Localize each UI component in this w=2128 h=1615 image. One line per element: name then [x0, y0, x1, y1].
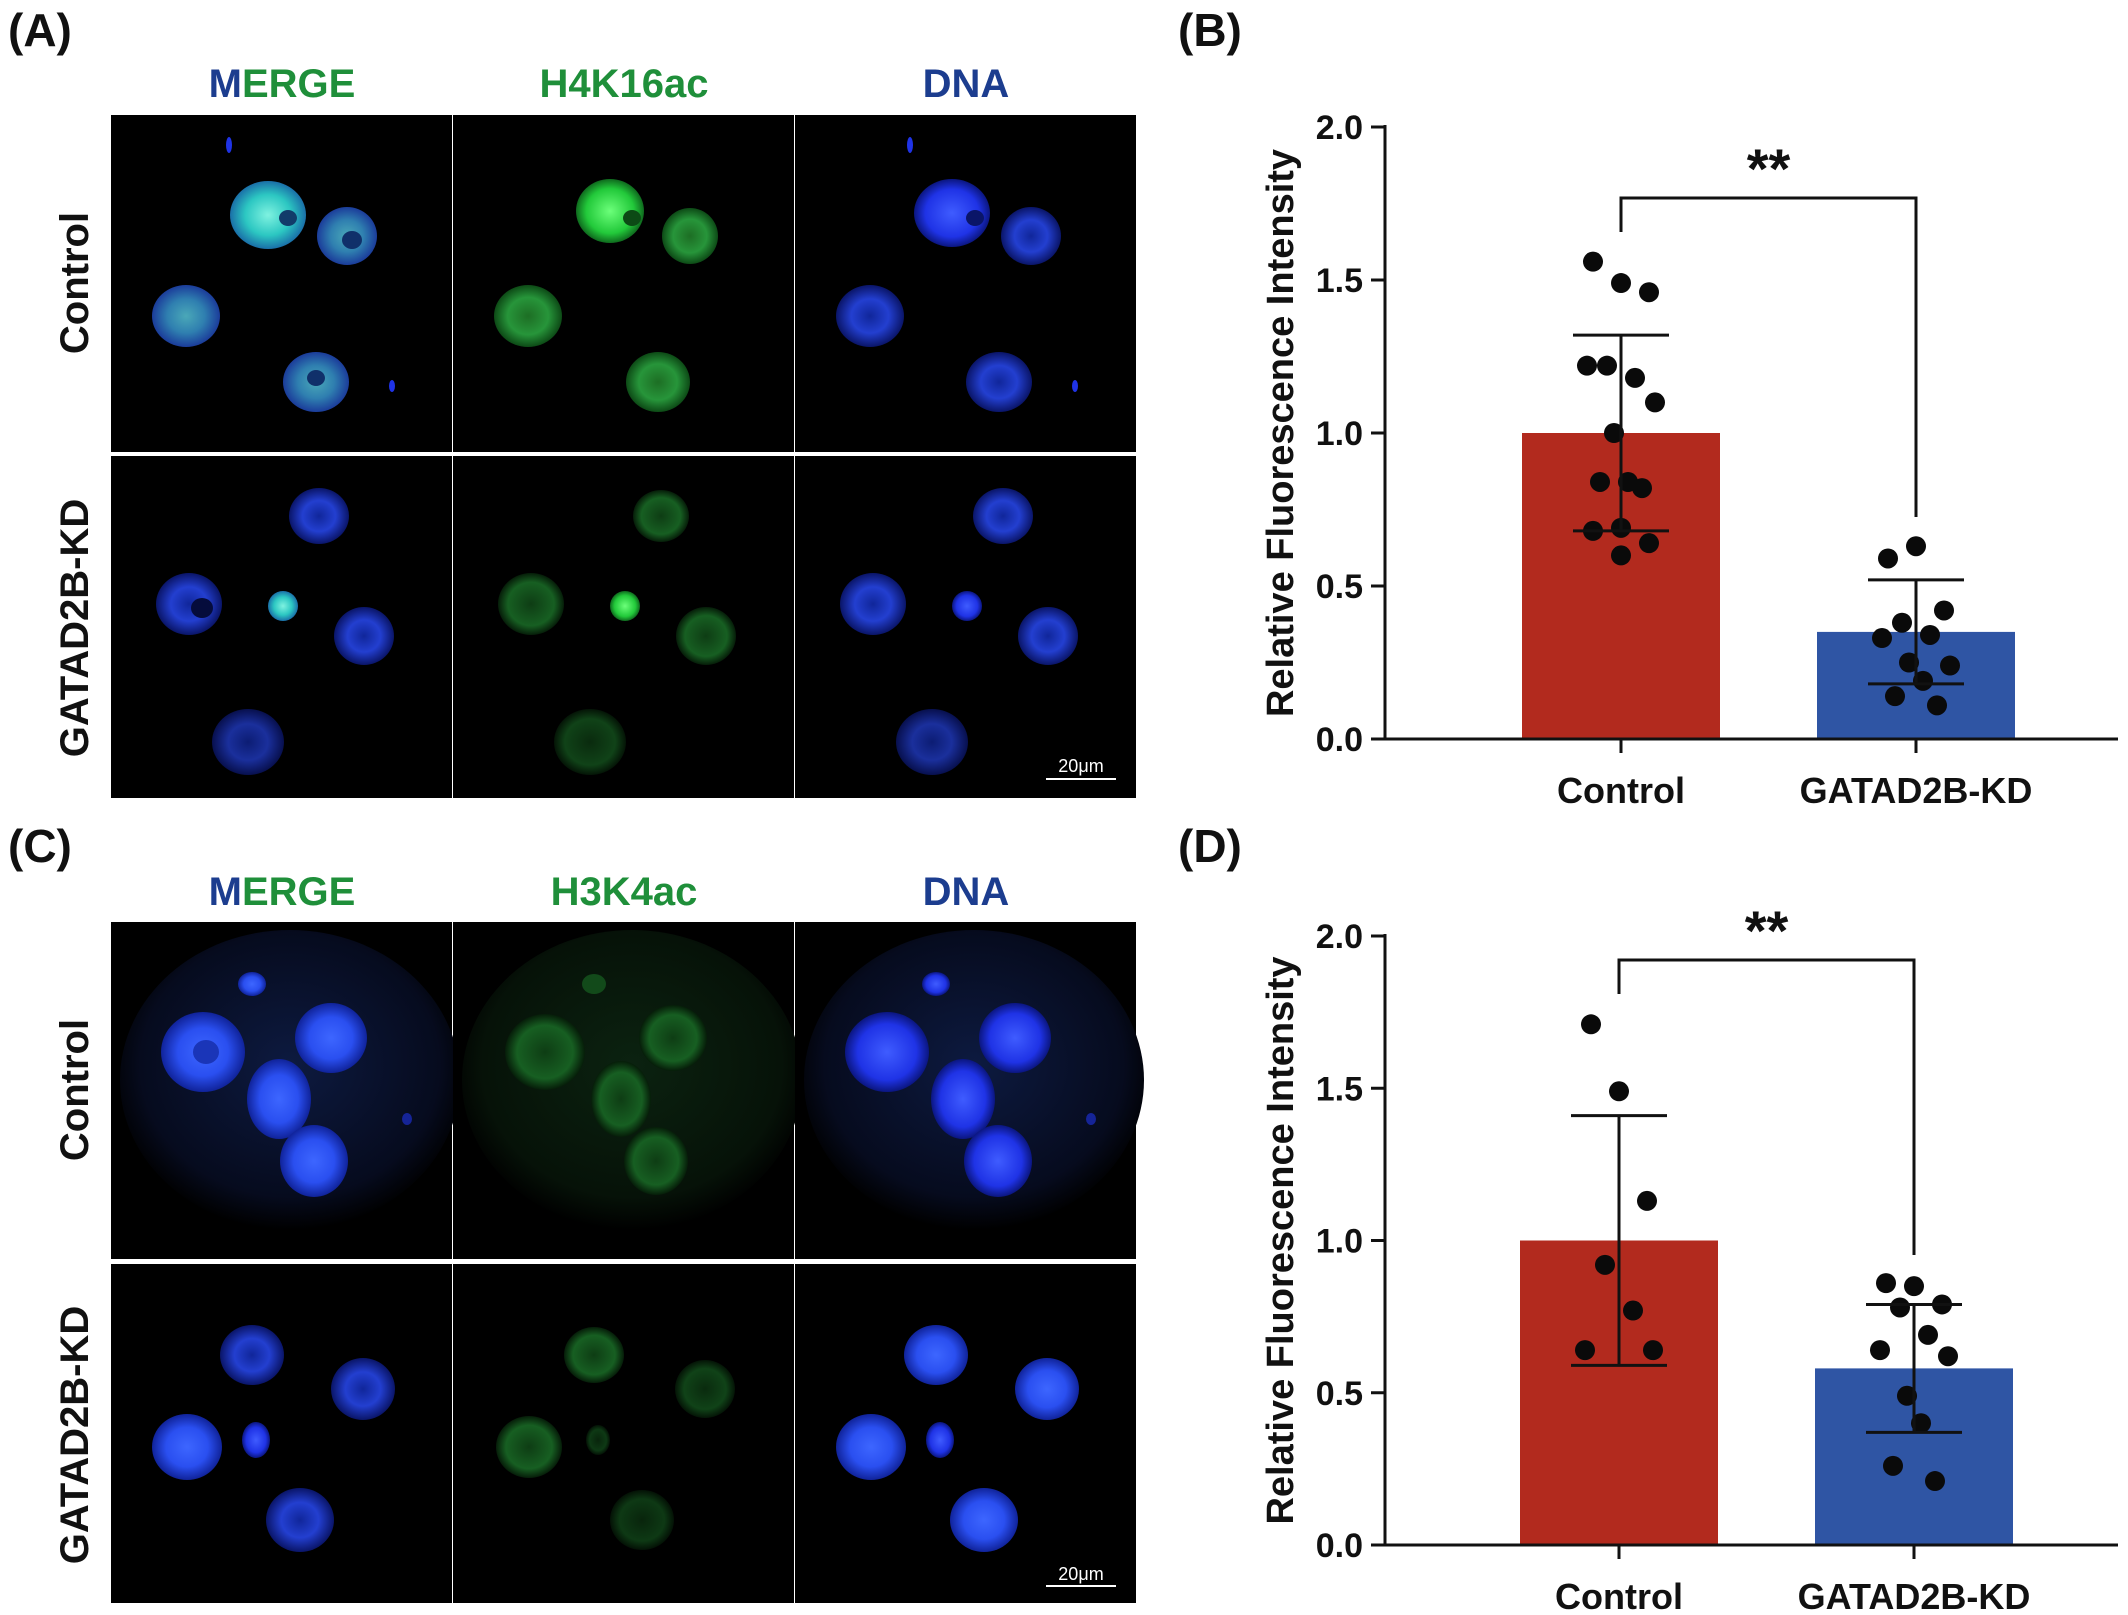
- y-tick-label: 0.0: [1316, 721, 1363, 759]
- y-tick-label: 1.0: [1316, 415, 1363, 453]
- data-point: [1927, 695, 1947, 716]
- data-point: [1925, 1471, 1945, 1492]
- image-c-kd-dna: 20μm: [795, 1264, 1136, 1603]
- y-tick-label: 1.5: [1316, 1070, 1363, 1108]
- data-point: [1920, 624, 1940, 645]
- image-c-control-marker: [453, 922, 802, 1259]
- column-title-merge-c: MERGE: [209, 870, 356, 914]
- significance-bracket: [1617, 958, 1916, 1255]
- x-category-label: GATAD2B-KD: [1800, 770, 2033, 811]
- data-point: [1892, 612, 1912, 633]
- image-a-control-dna: [795, 115, 1136, 452]
- column-title-merge-a: MERGE: [209, 62, 356, 106]
- column-title-marker-a: H4K16ac: [539, 62, 708, 106]
- row-label-control-a: Control: [53, 212, 97, 354]
- data-point: [1604, 423, 1624, 443]
- data-point: [1609, 1081, 1629, 1102]
- panel-label-d: (D): [1178, 820, 1242, 872]
- data-point: [1597, 355, 1617, 376]
- image-c-kd-marker: [453, 1264, 794, 1603]
- data-point: [1611, 545, 1631, 566]
- data-point: [1938, 1346, 1958, 1367]
- bar-chart-d: 0.0 0.5 1.0 1.5 2.0 Control GATAD2B-KD Relative…: [1260, 899, 2118, 1615]
- data-point: [1639, 533, 1659, 554]
- significance-label: **: [1745, 899, 1789, 962]
- significance-bracket: [1619, 196, 1918, 517]
- column-title-dna-c: DNA: [923, 870, 1010, 914]
- column-title-dna-a: DNA: [923, 62, 1010, 106]
- data-point: [1639, 282, 1659, 303]
- data-point: [1878, 548, 1898, 569]
- scale-label-a: 20μm: [1058, 756, 1103, 776]
- y-axis-title: Relative Fluorescence Intensity: [1260, 149, 1302, 717]
- data-point: [1913, 670, 1933, 691]
- row-label-kd-a: GATAD2B-KD: [53, 499, 97, 758]
- data-point: [1899, 652, 1919, 673]
- data-point: [1883, 1455, 1903, 1476]
- data-point: [1870, 1340, 1890, 1361]
- image-a-kd-marker: [453, 456, 794, 798]
- panel-label-b: (B): [1178, 4, 1242, 56]
- data-point: [1645, 392, 1665, 413]
- y-tick-label: 2.0: [1316, 109, 1363, 147]
- y-tick-label: 1.5: [1316, 262, 1363, 300]
- data-point: [1890, 1297, 1910, 1318]
- y-tick-label: 1.0: [1316, 1223, 1363, 1261]
- x-category-label: GATAD2B-KD: [1798, 1576, 2031, 1615]
- y-axis-title: Relative Fluorescence Intensity: [1260, 956, 1302, 1524]
- image-a-control-merge: [111, 115, 452, 452]
- image-c-kd-merge: [111, 1264, 452, 1603]
- data-point: [1632, 478, 1652, 499]
- row-label-kd-c: GATAD2B-KD: [53, 1306, 97, 1565]
- data-point: [1885, 686, 1905, 707]
- data-point: [1577, 355, 1597, 376]
- column-title-marker-c: H3K4ac: [551, 870, 698, 914]
- image-c-control-dna: [795, 922, 1144, 1259]
- data-point: [1623, 1300, 1643, 1321]
- data-point: [1575, 1340, 1595, 1361]
- data-point: [1643, 1340, 1663, 1361]
- row-label-control-c: Control: [53, 1019, 97, 1161]
- micrograph-grid-c: MERGE H3K4ac DNA Control GATAD2B-KD: [53, 870, 1144, 1603]
- data-point: [1940, 655, 1960, 676]
- data-point: [1934, 600, 1954, 621]
- data-point: [1637, 1190, 1657, 1211]
- panel-label-a: (A): [8, 4, 72, 56]
- data-point: [1872, 628, 1892, 649]
- scale-label-c: 20μm: [1058, 1564, 1103, 1584]
- image-c-control-merge: [111, 922, 460, 1259]
- y-tick-label: 2.0: [1316, 918, 1363, 956]
- y-tick-label: 0.5: [1316, 1375, 1363, 1413]
- data-point: [1595, 1254, 1615, 1275]
- data-point: [1904, 1276, 1924, 1297]
- data-point: [1611, 273, 1631, 294]
- bar-chart-b: 0.0 0.5 1.0 1.5 2.0 Control GATAD2B-KD Relative…: [1260, 109, 2118, 811]
- data-point: [1906, 536, 1926, 557]
- data-point: [1583, 251, 1603, 272]
- data-point: [1911, 1413, 1931, 1434]
- micrograph-grid-a: MERGE H4K16ac DNA Control GATAD2B-KD: [53, 62, 1136, 798]
- data-point: [1581, 1014, 1601, 1035]
- y-tick-label: 0.0: [1316, 1527, 1363, 1565]
- image-a-kd-merge: [111, 456, 452, 798]
- x-category-label: Control: [1557, 770, 1685, 811]
- data-point: [1625, 367, 1645, 388]
- significance-label: **: [1747, 137, 1791, 200]
- image-a-control-marker: [453, 115, 794, 452]
- data-point: [1876, 1273, 1896, 1294]
- y-tick-label: 0.5: [1316, 568, 1363, 606]
- data-point: [1897, 1385, 1917, 1406]
- data-point: [1590, 471, 1610, 492]
- panel-label-c: (C): [8, 820, 72, 872]
- x-category-label: Control: [1555, 1576, 1683, 1615]
- data-point: [1918, 1324, 1938, 1345]
- image-a-kd-dna: 20μm: [795, 456, 1136, 798]
